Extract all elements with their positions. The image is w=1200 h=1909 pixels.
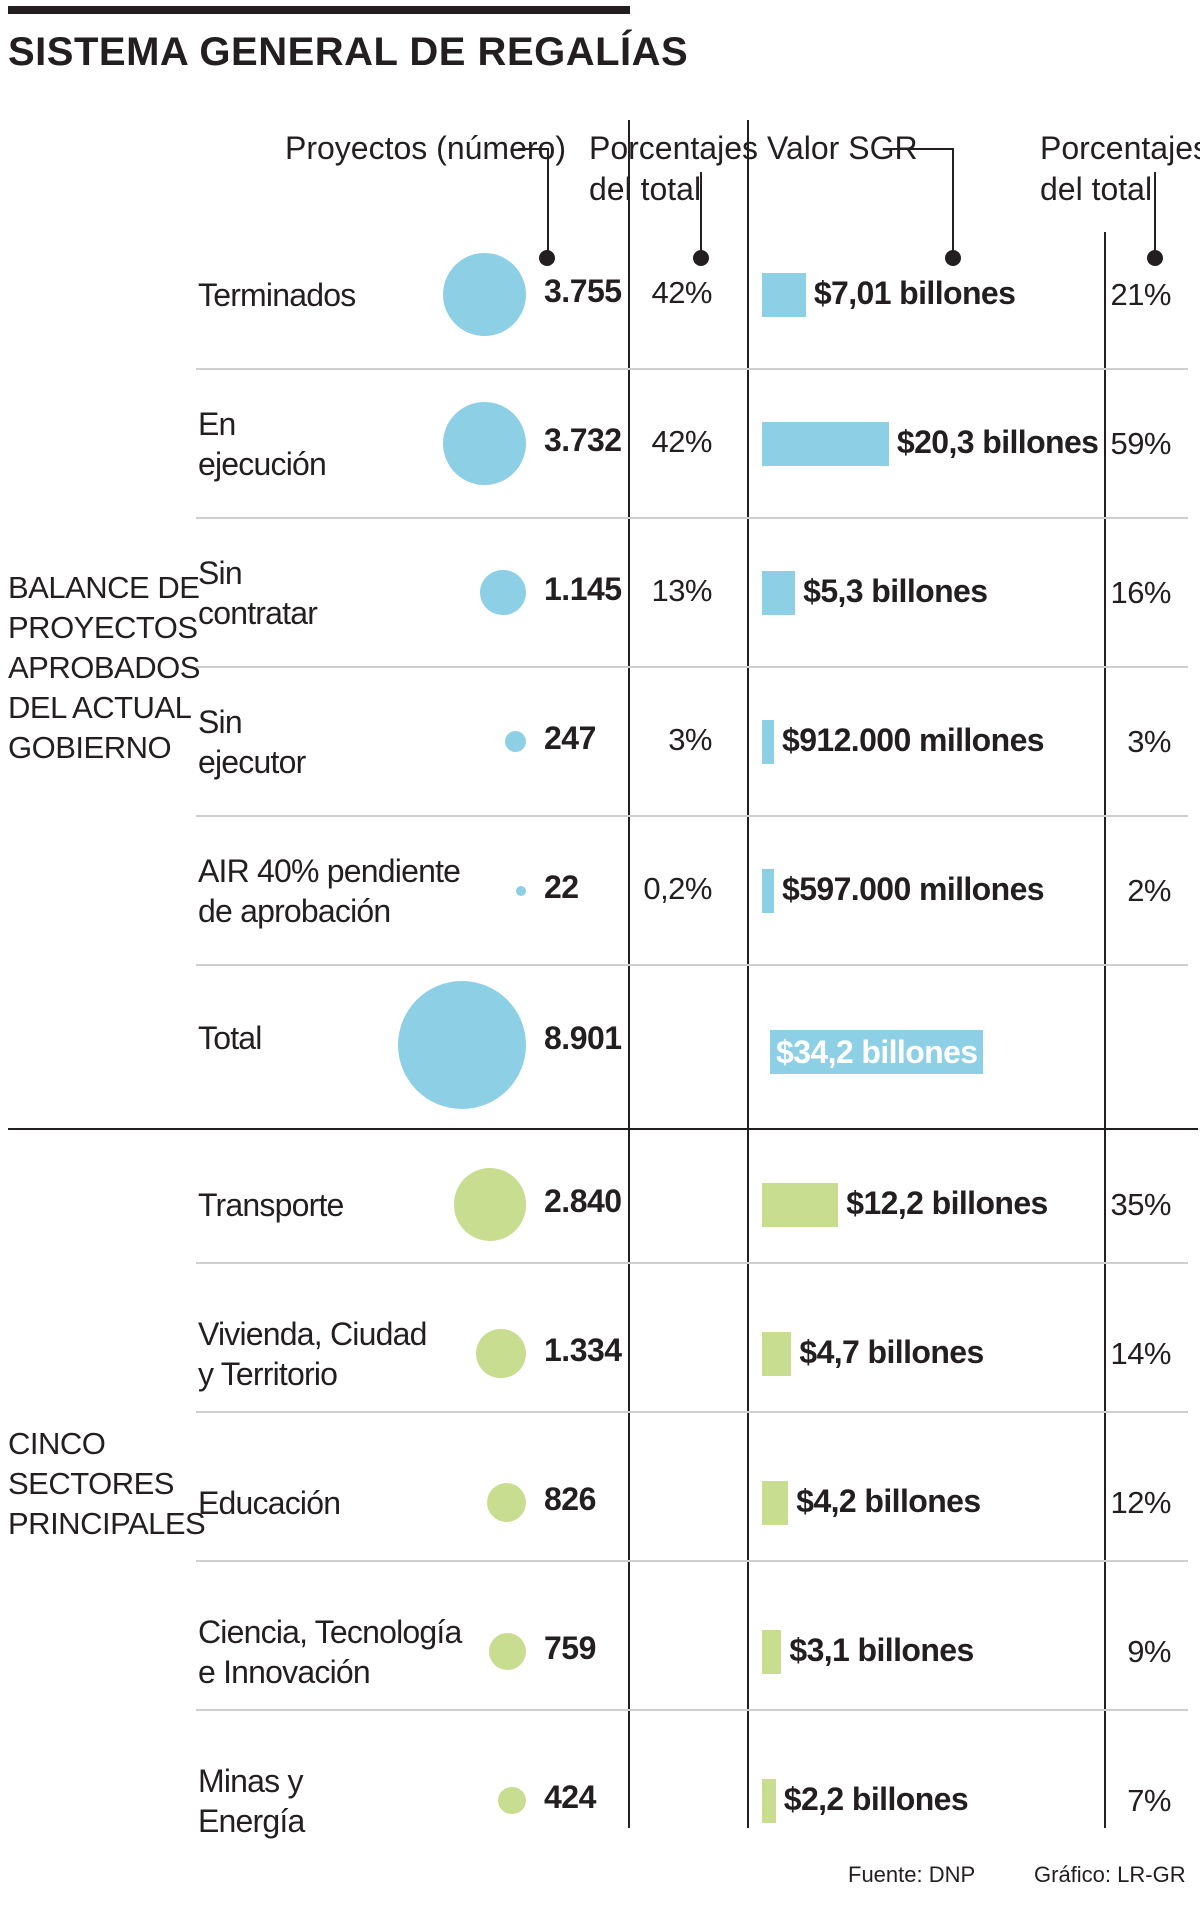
value-bar (762, 1182, 839, 1227)
value-label: $912.000 millones (782, 721, 1045, 758)
group-label-balance: BALANCE DE PROYECTOS APROBADOS DEL ACTUA… (8, 570, 200, 765)
project-count: 759 (544, 1629, 596, 1666)
value-label: $20,3 billones (896, 423, 1099, 460)
value-bar (762, 272, 806, 317)
title-rule (8, 6, 630, 14)
project-count: 2.840 (544, 1182, 622, 1219)
value-percentage: 21% (1110, 276, 1171, 312)
total-bubble (398, 981, 526, 1109)
row-label: Minas y Energía (198, 1762, 305, 1839)
section-separator (8, 1128, 1198, 1130)
row-label: Ciencia, Tecnología e Innovación (198, 1613, 462, 1690)
row-divider (196, 1560, 1188, 1562)
value-label: $12,2 billones (846, 1184, 1048, 1221)
count-bubble (443, 402, 526, 485)
value-bar (762, 1778, 776, 1823)
row-label: Transporte (198, 1186, 344, 1223)
project-count: 3.755 (544, 272, 622, 309)
project-count: 22 (544, 868, 579, 905)
count-bubble (480, 569, 526, 616)
header-pct-projects: Porcentajes del total (589, 130, 758, 207)
column-divider (747, 120, 749, 1828)
project-count: 1.145 (544, 570, 622, 607)
project-count: 1.334 (544, 1331, 622, 1368)
column-divider (628, 120, 630, 1828)
value-bar (762, 1480, 789, 1525)
value-percentage: 12% (1110, 1484, 1171, 1520)
row-divider (196, 666, 1188, 668)
dot-value (945, 250, 961, 266)
count-bubble (453, 1168, 526, 1241)
count-bubble (516, 885, 526, 896)
leader-projects (518, 148, 549, 258)
row-label: Terminados (198, 276, 356, 313)
value-percentage: 7% (1127, 1782, 1171, 1818)
row-label: AIR 40% pendiente de aprobación (198, 852, 461, 929)
projects-percentage: 0,2% (643, 870, 712, 906)
projects-percentage: 3% (668, 721, 712, 757)
total-label: Total (198, 1020, 262, 1056)
project-count: 826 (544, 1480, 596, 1517)
project-count: 3.732 (544, 421, 622, 458)
value-bar (762, 719, 774, 764)
count-bubble (442, 252, 526, 337)
total-count: 8.901 (544, 1020, 622, 1056)
leader-pct-projects (700, 172, 702, 256)
value-percentage: 35% (1110, 1186, 1171, 1222)
project-count: 424 (544, 1778, 596, 1815)
projects-percentage: 42% (651, 423, 712, 459)
leader-value (886, 148, 954, 258)
count-bubble (488, 1632, 526, 1671)
value-label: $2,2 billones (783, 1780, 969, 1817)
value-label: $597.000 millones (782, 870, 1045, 907)
row-divider (196, 1262, 1188, 1264)
row-divider (196, 1709, 1188, 1711)
header-pct-value: Porcentajes del total (1040, 130, 1200, 207)
row-label: Sin contratar (198, 554, 318, 631)
column-divider (1104, 232, 1106, 1828)
value-percentage: 3% (1127, 723, 1171, 759)
projects-percentage: 42% (651, 274, 712, 310)
count-bubble (498, 1786, 526, 1815)
value-percentage: 16% (1110, 574, 1171, 610)
row-label: Vivienda, Ciudad y Territorio (198, 1315, 427, 1392)
row-divider (196, 815, 1188, 817)
count-bubble (487, 1483, 526, 1522)
leader-pct-value (1154, 172, 1156, 256)
credit-note: Gráfico: LR-GR (1034, 1862, 1186, 1887)
row-divider (196, 1411, 1188, 1413)
project-count: 247 (544, 719, 596, 756)
dot-projects (539, 250, 555, 266)
value-percentage: 9% (1127, 1633, 1171, 1669)
row-label: En ejecución (198, 405, 327, 482)
value-percentage: 2% (1127, 872, 1171, 908)
page-title: SISTEMA GENERAL DE REGALÍAS (8, 30, 689, 74)
projects-percentage: 13% (651, 572, 712, 608)
value-bar (762, 1331, 792, 1376)
row-label: Educación (198, 1484, 341, 1521)
value-label: $7,01 billones (813, 274, 1016, 311)
value-bar (762, 868, 774, 913)
group-label-sectors: CINCO SECTORES PRINCIPALES (8, 1426, 206, 1541)
value-label: $4,7 billones (799, 1333, 984, 1370)
value-label: $3,1 billones (789, 1631, 974, 1668)
count-bubble (504, 730, 526, 753)
row-label: Sin ejecutor (198, 703, 306, 780)
value-label: $5,3 billones (803, 572, 988, 609)
value-bar (762, 570, 796, 615)
value-label: $4,2 billones (796, 1482, 981, 1519)
source-note: Fuente: DNP (848, 1862, 976, 1887)
value-bar (762, 1629, 782, 1674)
total-value-box: $34,2 billones (770, 1030, 984, 1074)
value-bar (762, 421, 889, 466)
value-percentage: 14% (1110, 1335, 1171, 1371)
row-divider (196, 964, 1188, 966)
count-bubble (476, 1328, 526, 1379)
dot-pct-projects (693, 250, 709, 266)
row-divider (196, 517, 1188, 519)
row-divider (196, 368, 1188, 370)
value-percentage: 59% (1110, 425, 1171, 461)
dot-pct-value (1147, 250, 1163, 266)
